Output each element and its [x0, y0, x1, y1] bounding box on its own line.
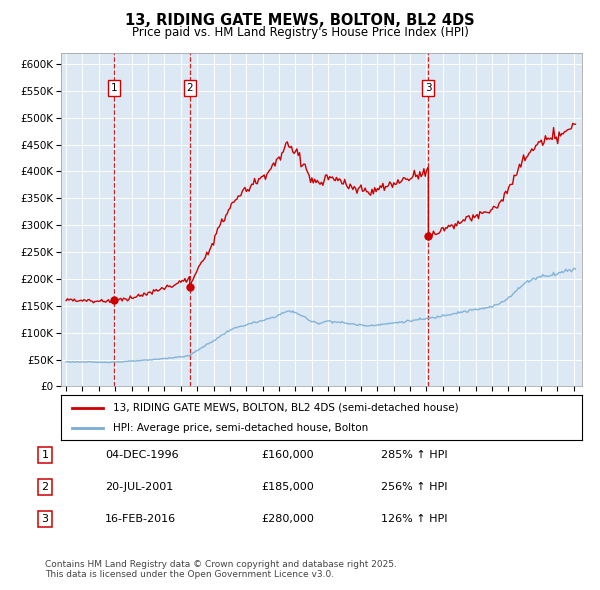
Text: 1: 1	[41, 450, 49, 460]
Text: 2: 2	[187, 83, 193, 93]
Text: 20-JUL-2001: 20-JUL-2001	[105, 482, 173, 492]
Text: 126% ↑ HPI: 126% ↑ HPI	[381, 514, 448, 524]
Text: 285% ↑ HPI: 285% ↑ HPI	[381, 450, 448, 460]
Text: HPI: Average price, semi-detached house, Bolton: HPI: Average price, semi-detached house,…	[113, 424, 368, 434]
Text: Contains HM Land Registry data © Crown copyright and database right 2025.
This d: Contains HM Land Registry data © Crown c…	[45, 560, 397, 579]
Text: 3: 3	[425, 83, 431, 93]
Text: £280,000: £280,000	[261, 514, 314, 524]
Text: 13, RIDING GATE MEWS, BOLTON, BL2 4DS (semi-detached house): 13, RIDING GATE MEWS, BOLTON, BL2 4DS (s…	[113, 403, 459, 412]
Text: 04-DEC-1996: 04-DEC-1996	[105, 450, 179, 460]
Text: £185,000: £185,000	[261, 482, 314, 492]
Text: 256% ↑ HPI: 256% ↑ HPI	[381, 482, 448, 492]
Text: £160,000: £160,000	[261, 450, 314, 460]
Text: 13, RIDING GATE MEWS, BOLTON, BL2 4DS: 13, RIDING GATE MEWS, BOLTON, BL2 4DS	[125, 13, 475, 28]
Text: 3: 3	[41, 514, 49, 524]
Text: 16-FEB-2016: 16-FEB-2016	[105, 514, 176, 524]
Text: Price paid vs. HM Land Registry's House Price Index (HPI): Price paid vs. HM Land Registry's House …	[131, 26, 469, 39]
Text: 1: 1	[110, 83, 117, 93]
Text: 2: 2	[41, 482, 49, 492]
